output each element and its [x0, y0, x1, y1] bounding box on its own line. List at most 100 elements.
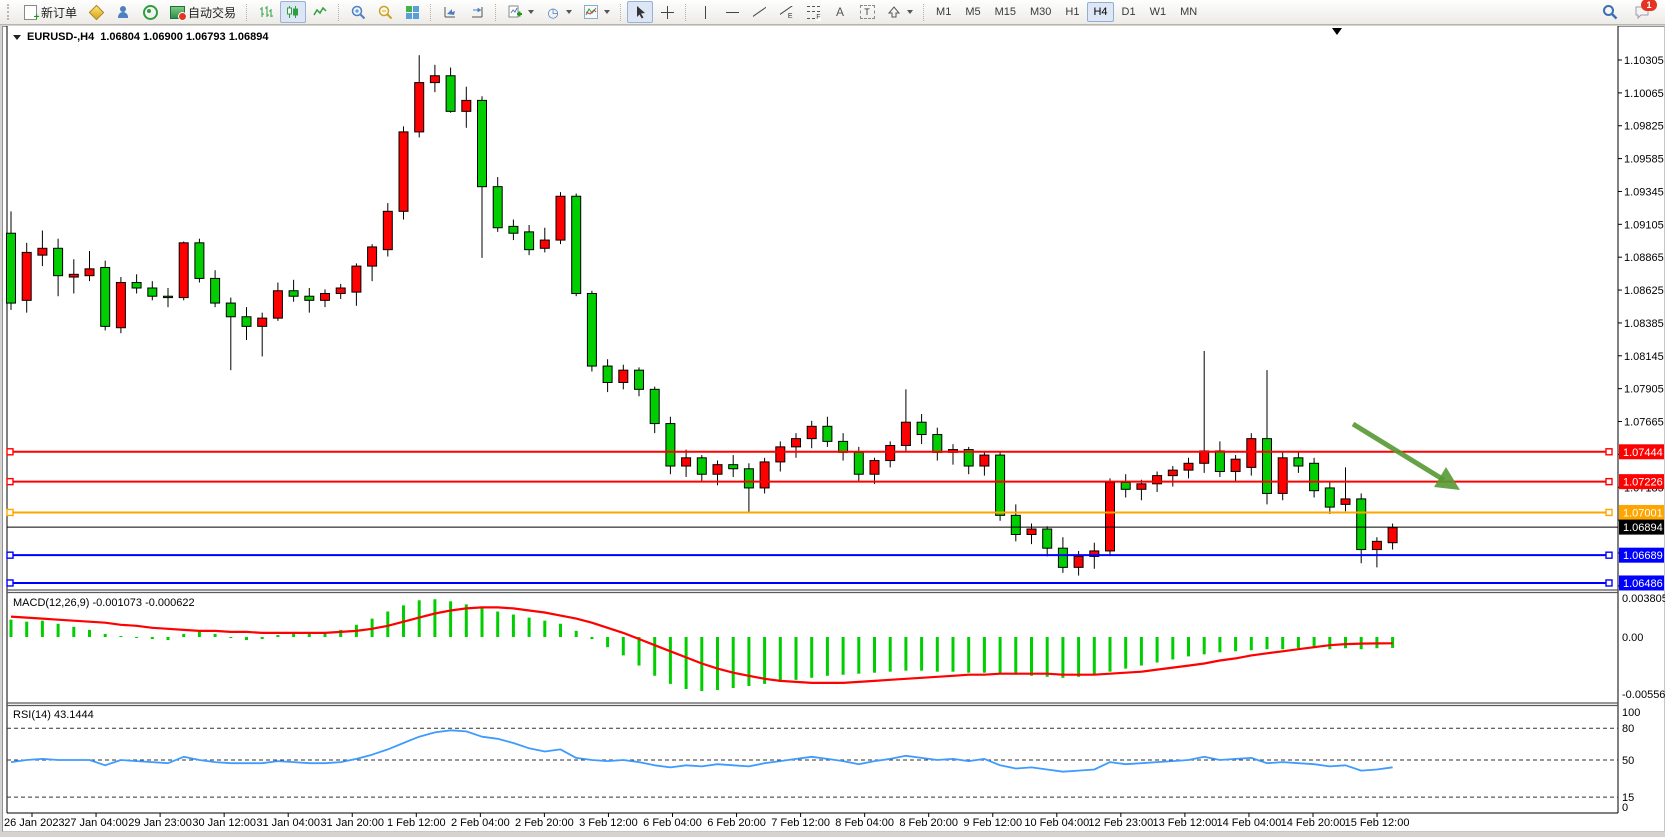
macd-scale-label: -0.005569 — [1622, 689, 1665, 701]
time-axis-label: 2 Feb 04:00 — [451, 817, 510, 829]
arrow-annotation[interactable] — [1351, 421, 1446, 483]
candle-body — [445, 75, 456, 112]
vertical-line-button[interactable] — [692, 1, 718, 23]
autotrading-button[interactable]: 自动交易 — [164, 1, 241, 23]
candlestick-chart-button[interactable] — [280, 1, 307, 23]
channel-button[interactable] — [773, 1, 799, 23]
line-handle[interactable] — [1605, 551, 1613, 559]
line-handle[interactable] — [1605, 448, 1613, 456]
price-tick-label: 1.09585 — [1624, 154, 1664, 166]
line-handle[interactable] — [6, 448, 14, 456]
vertical-line-icon — [697, 4, 713, 20]
timeframe-button-D1[interactable]: D1 — [1121, 6, 1136, 18]
candle-body — [932, 434, 943, 453]
chart-shift-icon — [469, 4, 485, 20]
chart-shift-button[interactable] — [464, 1, 490, 23]
zoom-in-button[interactable] — [345, 1, 371, 23]
price-tag[interactable] — [1619, 547, 1664, 563]
timeframe-button-M15[interactable]: M15 — [994, 6, 1016, 18]
candle-body — [1309, 462, 1320, 492]
line-handle[interactable] — [1605, 477, 1613, 486]
bar-chart-button[interactable] — [253, 1, 279, 23]
timeframe-button-H1[interactable]: H1 — [1065, 6, 1080, 18]
candle-body — [1230, 458, 1241, 473]
profiles-button[interactable]: ◷ — [540, 1, 577, 23]
trendline-button[interactable] — [746, 1, 772, 23]
text-label-icon: T — [859, 4, 875, 20]
navigator-button[interactable] — [137, 1, 163, 23]
line-handle[interactable] — [6, 551, 14, 559]
toolbar-separator — [430, 3, 432, 21]
line-handle[interactable] — [6, 508, 14, 517]
candle-body — [1277, 457, 1288, 494]
crosshair-button[interactable] — [654, 1, 680, 23]
rsi-scale-label: 80 — [1622, 723, 1634, 735]
candle-body — [257, 317, 268, 327]
crosshair-icon — [659, 4, 675, 20]
line-handle[interactable] — [1605, 579, 1613, 587]
new-order-button[interactable]: 新订单 — [17, 1, 82, 23]
timeframe-button-MN[interactable]: MN — [1180, 6, 1198, 18]
market-watch-button[interactable] — [83, 1, 109, 23]
line-handle[interactable] — [1605, 508, 1613, 517]
chat-button[interactable]: 1 — [1629, 0, 1657, 23]
dropdown-arrow-icon — [528, 10, 535, 14]
line-handle[interactable] — [6, 579, 14, 587]
price-tag-label: 1.06689 — [1623, 550, 1663, 562]
candle-body — [1262, 438, 1272, 494]
zoom-out-button[interactable] — [372, 1, 398, 23]
new-chart-button[interactable] — [502, 1, 539, 23]
candle-body — [728, 464, 739, 470]
shapes-button[interactable] — [881, 1, 918, 23]
time-axis-label: 12 Feb 23:00 — [1088, 817, 1153, 829]
candle-body — [1183, 462, 1194, 471]
candle-body — [1026, 528, 1037, 535]
price-tag[interactable] — [1619, 519, 1664, 535]
candle-body — [1293, 457, 1304, 467]
search-button[interactable] — [1597, 1, 1623, 23]
time-axis-label: 7 Feb 12:00 — [771, 817, 830, 829]
price-tag-label: 1.07001 — [1623, 507, 1663, 519]
candle-body — [351, 265, 362, 293]
price-tag[interactable] — [1619, 474, 1664, 490]
time-axis-label: 27 Jan 04:00 — [64, 817, 128, 829]
candle-body — [649, 388, 660, 425]
arrow-annotation-head[interactable] — [1434, 467, 1460, 490]
price-tag-label: 1.07444 — [1623, 447, 1663, 459]
indicators-button[interactable] — [578, 1, 615, 23]
cursor-button[interactable] — [627, 1, 654, 23]
line-chart-button[interactable] — [307, 1, 333, 23]
price-tag[interactable] — [1619, 444, 1664, 460]
line-handle[interactable] — [6, 477, 14, 486]
rsi-scale-label: 15 — [1622, 792, 1634, 804]
autotrading-label: 自动交易 — [188, 5, 237, 20]
price-tag[interactable] — [1619, 504, 1664, 520]
fibonacci-button[interactable] — [800, 1, 826, 23]
timeframe-button-M1[interactable]: M1 — [936, 6, 952, 18]
price-tick-label: 1.08385 — [1624, 318, 1664, 330]
search-icon — [1602, 4, 1618, 20]
candle-body — [194, 242, 205, 279]
chart-shift-marker[interactable] — [1332, 28, 1342, 35]
auto-scroll-button[interactable] — [437, 1, 463, 23]
candle-body — [1214, 450, 1225, 473]
timeframe-button-M30[interactable]: M30 — [1030, 6, 1052, 18]
timeframe-button-W1[interactable]: W1 — [1149, 6, 1167, 18]
text-label-button[interactable]: T — [854, 1, 880, 23]
candle-body — [1340, 498, 1351, 505]
time-axis-label: 31 Jan 20:00 — [320, 817, 384, 829]
timeframe-button-H4[interactable]: H4 — [1087, 2, 1114, 22]
price-tag[interactable] — [1619, 575, 1664, 591]
chart-canvas[interactable]: 1.10305 1.10065 1.09825 1.09585 1.09345 1.091… — [0, 26, 1665, 832]
time-axis-label: 2 Feb 20:00 — [515, 817, 574, 829]
candle-body — [916, 421, 927, 436]
horizontal-line-button[interactable] — [719, 1, 745, 23]
toolbar-drag-handle[interactable] — [7, 4, 13, 20]
timeframe-button-M5[interactable]: M5 — [965, 6, 981, 18]
text-button[interactable]: A — [827, 1, 853, 23]
price-tick-label: 1.09345 — [1624, 186, 1664, 198]
tile-windows-button[interactable] — [399, 1, 425, 23]
market-watch-icon — [88, 4, 104, 20]
data-window-button[interactable] — [110, 1, 136, 23]
